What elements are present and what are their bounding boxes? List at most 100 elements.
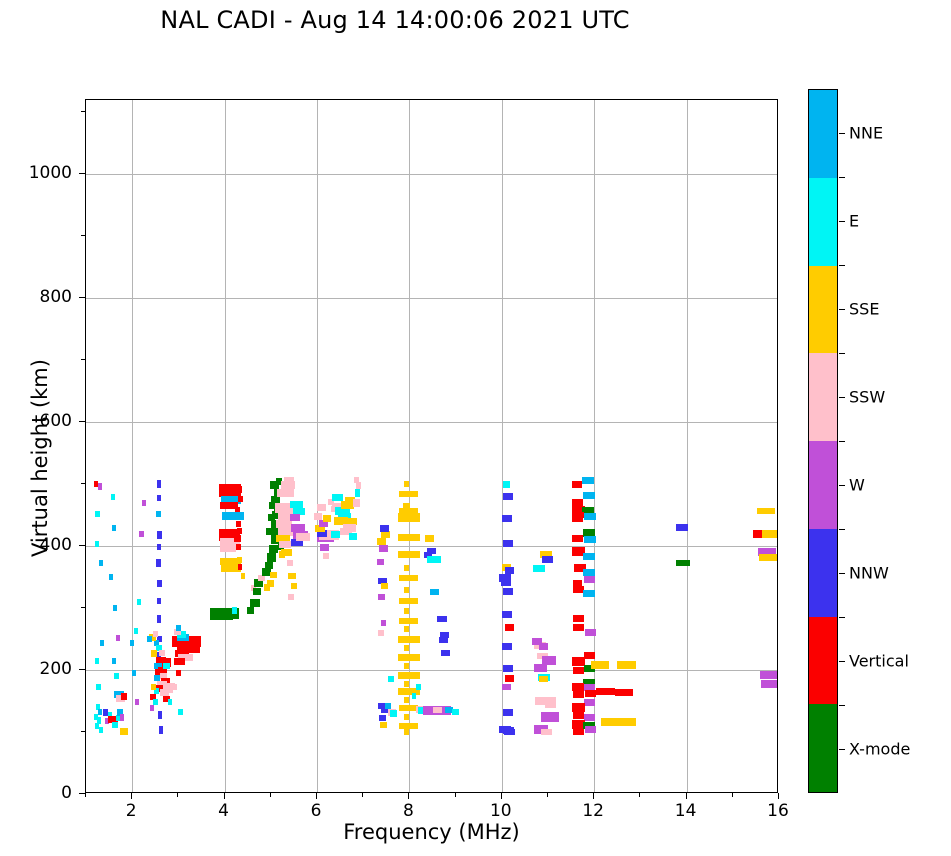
y-axis-label: Virtual height (km) bbox=[28, 359, 52, 557]
echo-mark bbox=[99, 726, 104, 733]
echo-mark bbox=[151, 650, 158, 658]
colorbar-segment-e[interactable] bbox=[809, 177, 837, 266]
echo-mark bbox=[95, 657, 100, 664]
gridline-x bbox=[409, 100, 411, 792]
echo-mark bbox=[355, 481, 362, 489]
echo-mark bbox=[133, 628, 138, 635]
echo-mark bbox=[178, 708, 183, 715]
echo-mark bbox=[584, 576, 596, 584]
echo-mark bbox=[377, 593, 386, 600]
echo-mark bbox=[250, 599, 260, 608]
echo-mark bbox=[156, 494, 162, 501]
echo-mark bbox=[103, 709, 108, 717]
y-tick bbox=[79, 421, 85, 423]
colorbar-segment-x-mode[interactable] bbox=[809, 704, 837, 792]
echo-mark bbox=[438, 637, 449, 644]
y-tick bbox=[81, 731, 85, 733]
colorbar-segment-nnw[interactable] bbox=[809, 528, 837, 617]
echo-mark bbox=[319, 529, 339, 540]
echo-mark bbox=[155, 644, 162, 651]
echo-mark bbox=[157, 530, 162, 539]
echo-mark bbox=[404, 644, 409, 651]
echo-mark bbox=[278, 512, 295, 521]
echo-mark bbox=[600, 718, 620, 727]
echo-mark bbox=[278, 526, 297, 537]
echo-mark bbox=[110, 493, 115, 500]
echo-mark bbox=[115, 695, 125, 703]
echo-mark bbox=[385, 703, 391, 709]
y-tick bbox=[81, 483, 85, 485]
echo-mark bbox=[675, 524, 688, 532]
echo-mark bbox=[540, 712, 560, 723]
echo-mark bbox=[762, 529, 777, 538]
echo-mark bbox=[177, 634, 189, 642]
echo-mark bbox=[353, 498, 360, 507]
echo-mark bbox=[380, 619, 387, 626]
y-tick-label: 800 bbox=[39, 287, 72, 308]
echo-mark bbox=[501, 580, 512, 587]
colorbar-segment-w[interactable] bbox=[809, 441, 837, 529]
echo-mark bbox=[111, 524, 116, 531]
echo-mark bbox=[590, 661, 609, 670]
echo-mark bbox=[330, 531, 341, 539]
echo-mark bbox=[219, 501, 239, 509]
colorbar-segment-ssw[interactable] bbox=[809, 353, 837, 441]
gridline-x bbox=[501, 100, 503, 792]
echo-mark bbox=[503, 540, 514, 548]
echo-mark bbox=[582, 722, 595, 730]
echo-mark bbox=[114, 691, 125, 699]
echo-mark bbox=[154, 663, 162, 670]
echo-mark bbox=[398, 617, 419, 624]
echo-mark bbox=[403, 503, 410, 510]
echo-mark bbox=[154, 674, 161, 681]
echo-mark bbox=[675, 560, 690, 567]
echo-mark bbox=[265, 562, 273, 570]
echo-mark bbox=[335, 507, 351, 516]
colorbar[interactable] bbox=[808, 89, 838, 793]
echo-mark bbox=[379, 715, 386, 722]
plot-area[interactable] bbox=[85, 99, 778, 793]
echo-mark bbox=[573, 712, 584, 720]
echo-mark bbox=[158, 649, 165, 656]
echo-mark bbox=[573, 666, 584, 674]
x-tick-label: 12 bbox=[582, 801, 605, 821]
echo-mark bbox=[112, 605, 117, 612]
echo-mark bbox=[756, 508, 776, 515]
echo-mark bbox=[176, 630, 186, 638]
echo-mark bbox=[538, 675, 548, 682]
echo-mark bbox=[314, 525, 325, 533]
echo-mark bbox=[338, 512, 352, 520]
echo-mark bbox=[157, 658, 172, 668]
gridline-x bbox=[317, 100, 318, 792]
echo-mark bbox=[584, 690, 597, 698]
echo-mark bbox=[571, 656, 586, 666]
echo-mark bbox=[107, 712, 113, 719]
echo-mark bbox=[404, 481, 409, 488]
echo-mark bbox=[398, 508, 419, 515]
y-tick bbox=[79, 793, 85, 794]
echo-mark bbox=[268, 501, 277, 509]
echo-mark bbox=[584, 698, 596, 706]
echo-mark bbox=[149, 634, 156, 642]
echo-mark bbox=[432, 706, 442, 713]
colorbar-segment-nne[interactable] bbox=[809, 90, 837, 178]
echo-mark bbox=[379, 721, 388, 728]
x-tick bbox=[500, 793, 502, 799]
echo-mark bbox=[581, 476, 594, 484]
echo-mark bbox=[149, 705, 154, 712]
colorbar-segment-vertical[interactable] bbox=[809, 616, 837, 705]
echo-mark bbox=[441, 649, 450, 656]
echo-mark bbox=[219, 538, 241, 547]
gridline-x bbox=[224, 100, 226, 792]
colorbar-boundary-tick bbox=[839, 177, 845, 178]
echo-mark bbox=[116, 634, 121, 641]
echo-mark bbox=[502, 610, 513, 618]
echo-mark bbox=[156, 559, 161, 568]
colorbar-segment-sse[interactable] bbox=[809, 265, 837, 354]
echo-mark bbox=[267, 552, 277, 562]
echo-mark bbox=[238, 564, 243, 571]
echo-mark bbox=[504, 675, 514, 683]
echo-mark bbox=[571, 702, 586, 712]
echo-mark bbox=[534, 663, 548, 672]
echo-mark bbox=[411, 693, 417, 700]
